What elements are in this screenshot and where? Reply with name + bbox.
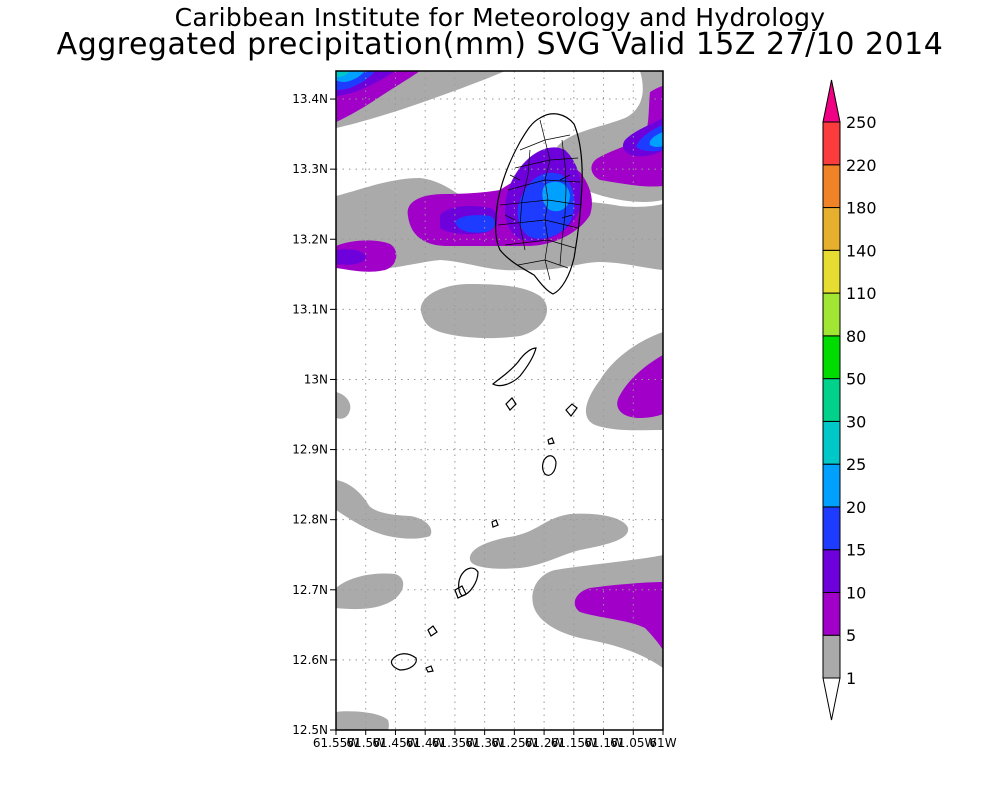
lon-tick-label: 61.05W: [610, 736, 656, 750]
latitude-axis: 12.5N 12.6N 12.7N 12.8N 12.9N 13N 13.1N 13.2N 13…: [292, 92, 336, 737]
precip-20-25mm: [336, 71, 663, 212]
colorbar-segment: [822, 591, 841, 636]
island-islet-a: [427, 625, 438, 637]
lon-tick-label: 61.55W: [313, 736, 359, 750]
lon-tick-label: 61.15W: [551, 736, 597, 750]
coastline: [390, 113, 583, 673]
colorbar-level-label: 20: [846, 498, 866, 517]
island-bequia: [491, 347, 537, 387]
lat-tick-label: 12.5N: [292, 723, 328, 737]
colorbar-level-label: 180: [846, 199, 877, 218]
island-grenada-north: [390, 653, 417, 671]
colorbar-segment: [822, 207, 841, 251]
precip-25-30mm: [336, 71, 350, 77]
colorbar-level-label: 30: [846, 412, 866, 431]
lat-tick-label: 12.7N: [292, 583, 328, 597]
colorbar-segment: [822, 378, 841, 422]
lon-tick-label: 61.3W: [465, 736, 504, 750]
island-union: [458, 567, 479, 597]
colorbar-level-label: 250: [846, 113, 877, 132]
lat-tick-label: 13N: [304, 372, 328, 386]
colorbar-level-label: 15: [846, 541, 866, 560]
watershed-lines: [497, 119, 582, 281]
colorbar-level-label: 110: [846, 284, 877, 303]
island-carriacou: [454, 585, 467, 599]
colorbar-level-label: 25: [846, 455, 866, 474]
lon-tick-label: 61.35W: [432, 736, 478, 750]
map-area: [336, 71, 663, 730]
lon-tick-label: 61.5W: [346, 736, 385, 750]
colorbar-level-label: 1: [846, 669, 856, 688]
lat-tick-label: 13.3N: [292, 162, 328, 176]
island-islet-d: [425, 665, 434, 673]
lat-tick-label: 13.1N: [292, 302, 328, 316]
colorbar-max-triangle: [822, 79, 841, 123]
lon-tick-label: 61.2W: [525, 736, 564, 750]
colorbar-segment: [822, 420, 841, 465]
island-baliceaux: [565, 403, 578, 417]
colorbar-segment: [822, 634, 841, 679]
colorbar-min-triangle: [822, 677, 841, 721]
lon-tick-label: 61.4W: [406, 736, 445, 750]
lat-tick-label: 12.9N: [292, 443, 328, 457]
colorbar-level-label: 10: [846, 583, 866, 602]
colorbar-segment: [822, 121, 841, 166]
map-frame: [335, 70, 664, 731]
lon-tick-label: 61.25W: [491, 736, 537, 750]
lat-tick-label: 12.6N: [292, 653, 328, 667]
chart-title: Caribbean Institute for Meteorology and …: [174, 3, 826, 32]
lat-tick-label: 12.8N: [292, 513, 328, 527]
lat-tick-label: 13.4N: [292, 92, 328, 106]
lon-tick-label: 61W: [649, 736, 676, 750]
colorbar-level-label: 50: [846, 370, 866, 389]
island-islet-b: [491, 519, 499, 528]
island-canouan: [542, 455, 557, 476]
longitude-axis: 61.55W61.5W61.45W61.4W61.35W61.3W61.25W6…: [313, 730, 677, 750]
colorbar-segment: [822, 292, 841, 337]
island-islet-c: [547, 437, 555, 445]
lon-tick-label: 61.1W: [584, 736, 623, 750]
colorbar-level-label: 220: [846, 156, 877, 175]
colorbar-segment: [822, 249, 841, 294]
colorbar-segment: [822, 549, 841, 593]
lon-tick-label: 61.45W: [372, 736, 418, 750]
island-mustique: [505, 397, 517, 411]
colorbar-segment: [822, 463, 841, 508]
island-st-vincent: [495, 113, 583, 295]
colorbar-segment: [822, 506, 841, 551]
colorbar-level-label: 5: [846, 626, 856, 645]
colorbar-level-label: 140: [846, 241, 877, 260]
lat-tick-label: 13.2N: [292, 232, 328, 246]
colorbar-segment: [822, 335, 841, 380]
colorbar-segment: [822, 164, 841, 209]
colorbar-level-label: 80: [846, 327, 866, 346]
chart-subtitle: Aggregated precipitation(mm) SVG Valid 1…: [56, 27, 944, 62]
